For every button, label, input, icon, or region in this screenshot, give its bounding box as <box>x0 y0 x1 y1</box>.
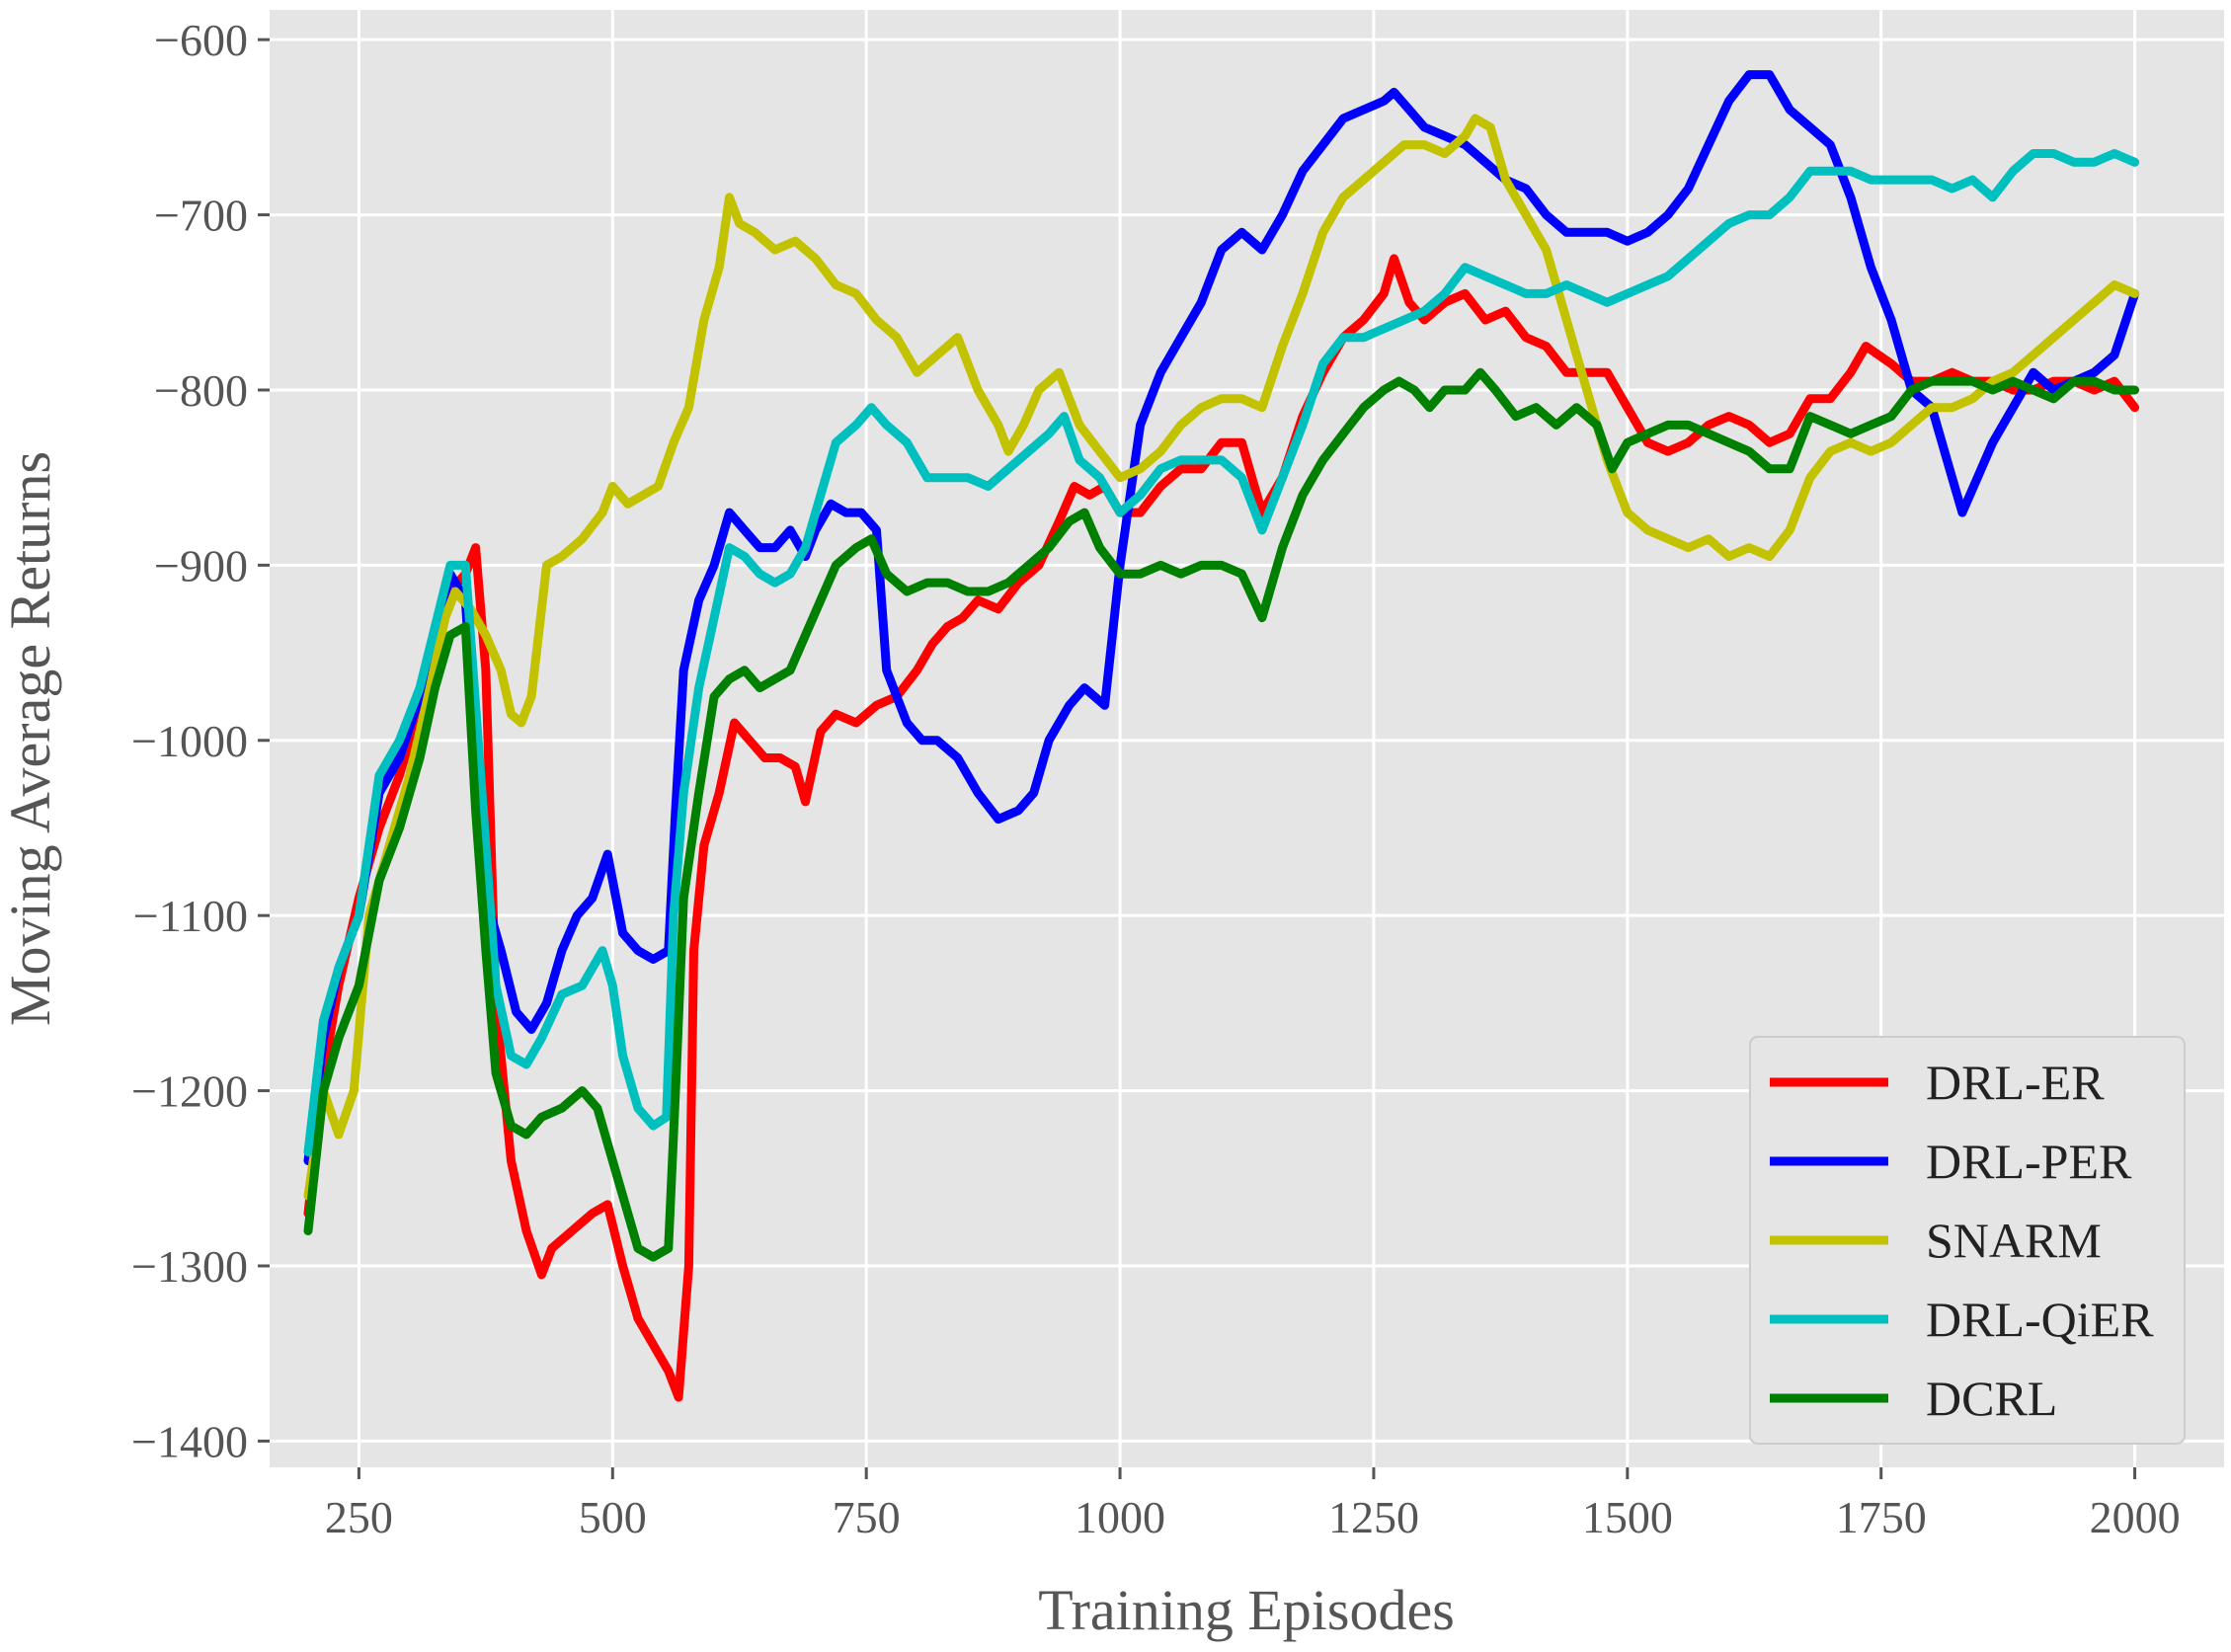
series-lines <box>303 70 2140 1402</box>
legend-label-drl-er: DRL-ER <box>1926 1055 2105 1110</box>
series-line-drl-per <box>303 70 2140 1165</box>
x-tick-label: 750 <box>833 1492 901 1542</box>
x-tick-label: 2000 <box>2090 1492 2181 1542</box>
y-tick-label: −1400 <box>131 1416 248 1466</box>
x-axis-label: Training Episodes <box>1038 1578 1455 1642</box>
y-tick-label: −900 <box>154 540 248 590</box>
y-tick-label: −600 <box>154 15 248 65</box>
series-line-snarm <box>303 114 2140 1201</box>
y-tick-label: −700 <box>154 191 248 241</box>
legend-label-dcrl: DCRL <box>1926 1371 2057 1426</box>
x-tick-label: 1000 <box>1075 1492 1165 1542</box>
grid-lines <box>270 10 2224 1467</box>
legend: DRL-ER DRL-PER SNARM DRL-QiER DCRL <box>1749 1036 2186 1445</box>
x-tick-label: 1750 <box>1836 1492 1927 1542</box>
x-tick-label: 1500 <box>1582 1492 1673 1542</box>
series-line-dcrl <box>303 367 2140 1262</box>
x-tick-label: 1250 <box>1328 1492 1419 1542</box>
y-tick-label: −1100 <box>133 891 248 941</box>
y-axis-label: Moving Average Returns <box>0 451 62 1026</box>
series-line-drl-qier <box>303 149 2140 1157</box>
y-tick-label: −1300 <box>131 1241 248 1292</box>
y-tick-label: −800 <box>154 365 248 416</box>
legend-label-snarm: SNARM <box>1926 1213 2102 1268</box>
x-tick-label: 500 <box>579 1492 647 1542</box>
x-axis-ticks: 250 500 750 1000 1250 1500 1750 2000 <box>325 1467 2181 1542</box>
y-tick-label: −1000 <box>131 716 248 766</box>
legend-label-drl-per: DRL-PER <box>1926 1134 2132 1189</box>
y-axis-ticks: −600 −700 −800 −900 −1000 −1100 −1200 −1300 −140… <box>131 15 270 1466</box>
legend-box <box>1749 1036 2186 1445</box>
x-tick-label: 250 <box>325 1492 393 1542</box>
legend-label-drl-qier: DRL-QiER <box>1926 1292 2154 1347</box>
y-tick-label: −1200 <box>131 1066 248 1117</box>
